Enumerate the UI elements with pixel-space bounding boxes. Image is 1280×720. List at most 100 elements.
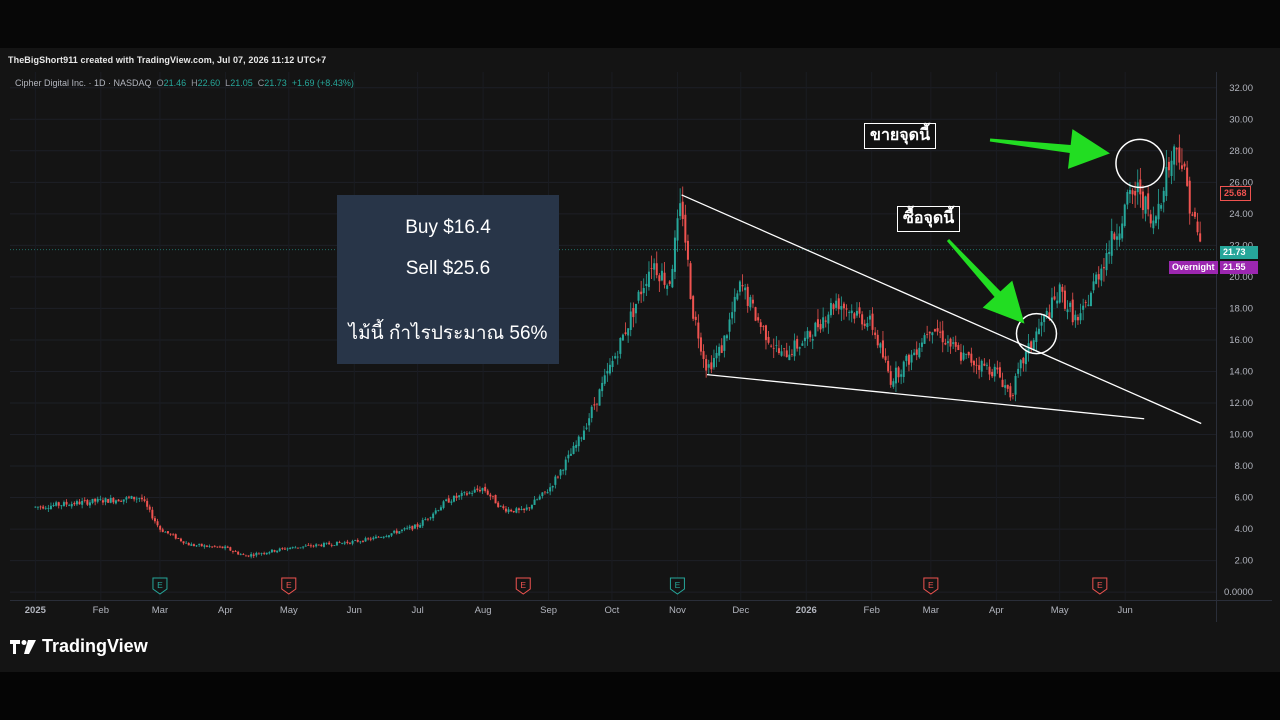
candle-body [1167, 161, 1170, 171]
candle-body [138, 498, 141, 499]
candle-body [694, 316, 697, 320]
candle-body [192, 544, 195, 546]
trendlines [681, 194, 1202, 425]
candle-body [939, 331, 942, 333]
candle-body [1144, 196, 1147, 214]
candle-body [725, 335, 728, 339]
candle-body [723, 335, 726, 351]
candle-body [231, 551, 234, 552]
candle-body [926, 334, 929, 335]
candle-body [177, 538, 180, 539]
candle-body [590, 406, 593, 419]
candle-body [1095, 274, 1098, 284]
candle-body [429, 517, 432, 519]
candle-body [1100, 268, 1103, 281]
low-value: 21.05 [230, 78, 253, 88]
candle-body [182, 541, 185, 544]
candle-body [52, 504, 55, 507]
candle-body [408, 526, 411, 529]
candle-body [1141, 191, 1144, 211]
candle-body [374, 536, 377, 539]
candle-body [247, 555, 250, 557]
candle-body [1071, 299, 1074, 323]
trade-info-box: Buy $16.4 Sell $25.6 ไม้นี้ กำไรประมาณ 5… [337, 195, 559, 364]
candle-body [645, 283, 648, 287]
candle-body [478, 489, 481, 492]
earnings-marker [1092, 577, 1108, 595]
candle-body [325, 542, 328, 544]
candle-body [260, 553, 263, 555]
candle-body [983, 363, 986, 366]
candle-body [356, 539, 359, 542]
candle-body [120, 501, 123, 502]
candle-body [866, 323, 869, 328]
candle-body [146, 500, 149, 507]
time-tick-label: Jul [412, 605, 424, 616]
candle-body [1092, 281, 1095, 291]
candle-body [1157, 203, 1160, 220]
candle-body [897, 367, 900, 378]
candle-body [159, 526, 162, 530]
candle-body [78, 501, 81, 505]
candle-body [523, 508, 526, 511]
candle-body [161, 529, 164, 532]
tradingview-logo[interactable]: TradingView [10, 636, 148, 657]
candle-body [816, 319, 819, 328]
candle-body [57, 502, 60, 506]
candle-body [549, 487, 552, 492]
candle-body [853, 313, 856, 319]
sell-price-text: Sell $25.6 [405, 258, 491, 279]
candle-body [1014, 376, 1017, 395]
candle-body [855, 310, 858, 316]
candle-body [658, 275, 661, 282]
candle-body [234, 551, 237, 552]
candle-body [764, 325, 767, 341]
candle-body [239, 554, 242, 556]
candle-body [317, 544, 320, 546]
candle-body [1118, 233, 1121, 240]
candle-body [959, 352, 962, 361]
candle-body [1006, 384, 1009, 389]
candle-body [1152, 220, 1155, 229]
candle-body [1045, 310, 1048, 316]
candle-body [104, 498, 107, 503]
candle-body [738, 281, 741, 292]
candle-body [1082, 305, 1085, 310]
candle-body [1027, 343, 1030, 354]
candle-body [122, 499, 125, 502]
candle-body [489, 494, 492, 497]
candle-body [44, 507, 47, 509]
candle-body [985, 364, 988, 366]
candle-body [463, 492, 466, 493]
candle-body [949, 338, 952, 347]
price-tick-label: 2.00 [1235, 556, 1254, 567]
price-tick-label: 32.00 [1229, 83, 1253, 94]
candle-body [598, 389, 601, 406]
candle-body [1032, 340, 1035, 351]
candle-body [1084, 302, 1087, 303]
candle-body [894, 367, 897, 384]
candle-body [871, 313, 874, 330]
time-tick-label: May [280, 605, 298, 616]
candle-body [291, 546, 294, 548]
candle-body [1053, 296, 1056, 300]
open-label: O [156, 78, 164, 88]
candle-body [1040, 322, 1043, 326]
price-tick-label: 10.00 [1229, 430, 1253, 441]
candle-body [616, 356, 619, 358]
candle-body [187, 542, 190, 546]
earnings-marker-label: E [1097, 580, 1103, 590]
candle-body [1063, 290, 1066, 309]
candle-body [94, 498, 97, 502]
bottom-backdrop [0, 672, 1280, 720]
candle-body [637, 291, 640, 301]
candle-body [640, 291, 643, 295]
candle-body [86, 500, 89, 505]
candle-body [185, 542, 188, 544]
candle-body [190, 544, 193, 546]
candle-body [546, 492, 549, 494]
candle-body [814, 322, 817, 337]
candle-body [608, 364, 611, 374]
candle-body [1188, 180, 1191, 214]
